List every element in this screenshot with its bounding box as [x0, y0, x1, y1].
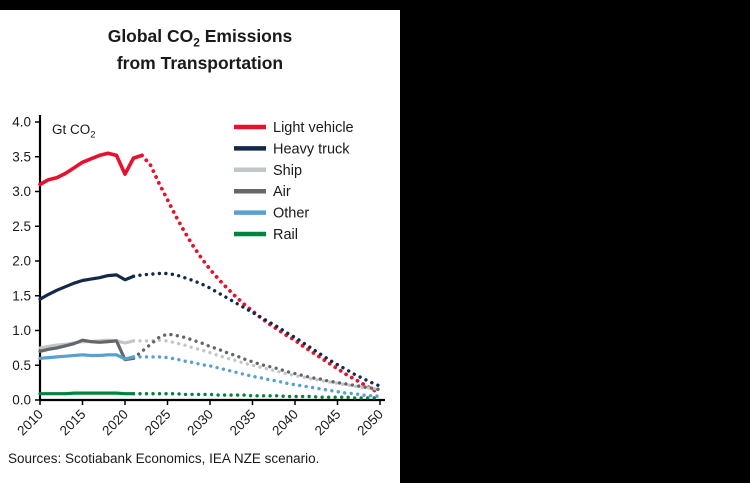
y-tick-label: 0.5 — [12, 358, 31, 373]
chart-title-line2: from Transportation — [116, 53, 284, 74]
plot-area: 0.0 0.5 1.0 1.5 2.0 2.5 3.0 3.5 4.0 2010 2015 2020 2… — [0, 110, 400, 450]
y-tick-label: 1.5 — [12, 288, 31, 303]
y-tick-label: 1.0 — [12, 323, 31, 338]
y-axis-unit-label: Gt CO2 — [52, 122, 96, 141]
series-dotted-air — [131, 332, 382, 392]
x-tick-label: 2045 — [312, 407, 344, 439]
series-solid-air — [38, 338, 136, 362]
series-solid-light-vehicle — [38, 151, 144, 187]
chart-svg: 0.0 0.5 1.0 1.5 2.0 2.5 3.0 3.5 4.0 2010 2015 2020 2… — [12, 115, 386, 439]
series-dotted-rail — [131, 392, 382, 400]
series-solid-heavy-truck — [38, 273, 136, 301]
chart-panel: Global CO2 Emissions from Transportation… — [0, 10, 400, 483]
y-tick-label: 2.5 — [12, 219, 31, 234]
x-tick-label: 2020 — [99, 407, 131, 439]
legend-label-other: Other — [273, 206, 309, 222]
series-dotted-other — [131, 355, 382, 399]
x-tick-label: 2035 — [227, 407, 259, 439]
legend-label-rail: Rail — [273, 227, 298, 243]
legend-label-ship: Ship — [273, 163, 302, 179]
y-tick-label: 0.0 — [12, 393, 31, 408]
source-note: Sources: Scotiabank Economics, IEA NZE s… — [8, 451, 320, 466]
x-tick-label: 2025 — [142, 407, 174, 439]
series-solid-rail — [38, 391, 136, 396]
legend-label-heavy-truck: Heavy truck — [273, 141, 350, 157]
x-tick-label: 2030 — [184, 407, 216, 439]
chart-title-line1: Global CO2 Emissions — [107, 26, 293, 50]
x-tick-label: 2040 — [269, 407, 301, 439]
x-tick-label: 2010 — [14, 407, 46, 439]
y-tick-label: 2.0 — [12, 254, 31, 269]
series-dotted-light-vehicle — [140, 153, 382, 396]
legend-label-light-vehicle: Light vehicle — [273, 120, 354, 136]
y-tick-label: 4.0 — [12, 115, 31, 130]
legend-label-air: Air — [273, 184, 291, 200]
chart-title: Global CO2 Emissions from Transportation — [0, 24, 400, 76]
x-tick-label: 2050 — [354, 407, 386, 439]
x-tick-label: 2015 — [57, 407, 89, 439]
y-tick-label: 3.0 — [12, 184, 31, 199]
series-solid-other — [38, 353, 136, 361]
y-tick-label: 3.5 — [12, 149, 31, 164]
series-dotted-heavy-truck — [131, 271, 382, 388]
